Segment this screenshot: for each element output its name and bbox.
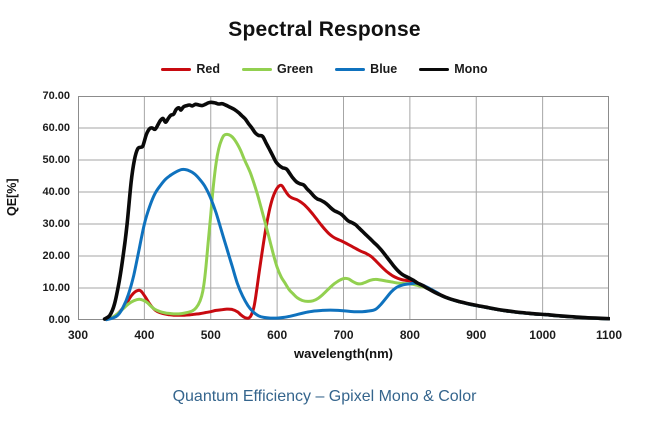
y-tick-label: 50.00	[42, 154, 70, 166]
y-tick-label: 40.00	[42, 186, 70, 198]
legend-label: Mono	[454, 62, 488, 76]
legend-swatch-mono-icon	[419, 67, 450, 71]
legend-item-mono: Mono	[419, 62, 488, 76]
legend-swatch-red-icon	[161, 67, 192, 71]
x-tick-label: 800	[399, 328, 420, 342]
legend-swatch-blue-icon	[335, 67, 366, 71]
legend-swatch-green-icon	[242, 67, 273, 71]
legend-item-red: Red	[161, 62, 220, 76]
legend-label: Green	[277, 62, 314, 76]
legend-item-green: Green	[242, 62, 313, 76]
y-tick-label: 0.00	[48, 314, 70, 326]
y-axis-title: QE[%]	[5, 178, 19, 217]
series-curve-mono	[102, 100, 610, 321]
y-tick-label: 70.00	[42, 90, 70, 102]
plot-area	[78, 96, 610, 322]
y-tick-label: 20.00	[42, 250, 70, 262]
x-tick-label: 500	[200, 328, 221, 342]
legend: Red Green Blue Mono	[0, 62, 649, 76]
legend-label: Red	[196, 62, 221, 76]
caption: Quantum Efficiency – Gpixel Mono & Color	[172, 388, 477, 405]
chart-title: Spectral Response	[228, 18, 421, 41]
series-curve-red	[105, 183, 610, 321]
x-tick-label: 400	[134, 328, 155, 342]
y-tick-label: 10.00	[42, 282, 70, 294]
x-tick-label: 700	[333, 328, 354, 342]
legend-item-blue: Blue	[335, 62, 397, 76]
plot-border	[78, 96, 609, 320]
x-tick-label: 1000	[529, 328, 556, 342]
y-tick-label: 60.00	[42, 122, 70, 134]
legend-label: Blue	[370, 62, 398, 76]
x-tick-label: 600	[267, 328, 288, 342]
y-tick-label: 30.00	[42, 218, 70, 230]
x-tick-label: 300	[67, 328, 89, 342]
x-tick-label: 900	[466, 328, 487, 342]
x-tick-label: 1100	[595, 328, 623, 342]
x-axis-title: wavelength(nm)	[294, 346, 393, 361]
